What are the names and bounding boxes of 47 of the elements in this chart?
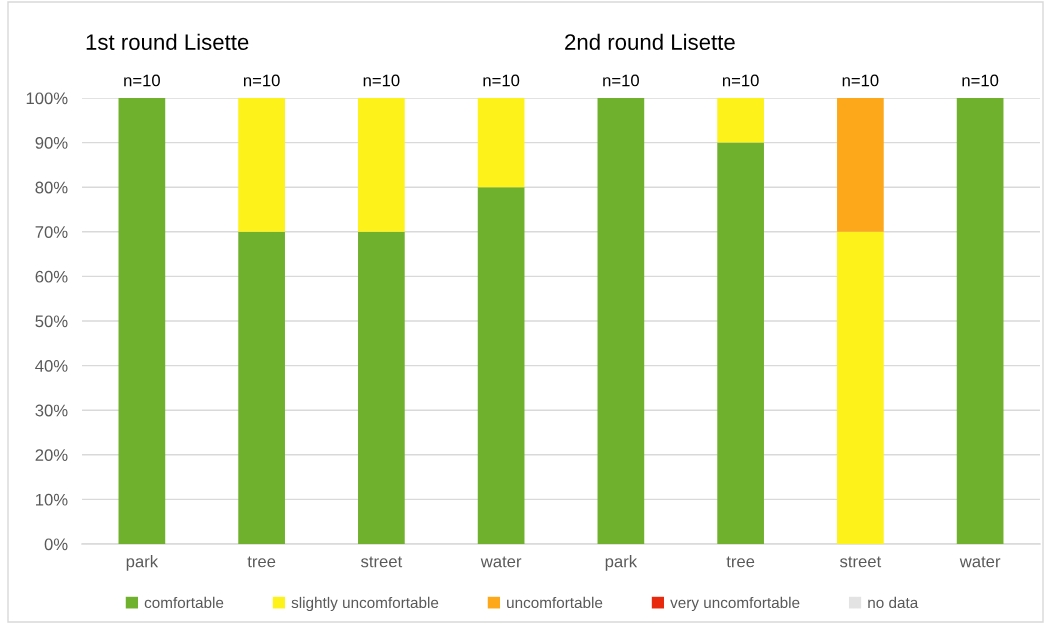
bar bbox=[597, 98, 645, 544]
bar bbox=[358, 98, 405, 232]
text: n=10 bbox=[722, 74, 759, 87]
x-tick-label: water bbox=[480, 556, 522, 568]
y-tick-label: 90% bbox=[35, 137, 68, 149]
y-tick-label: 40% bbox=[35, 360, 68, 372]
bar bbox=[477, 98, 525, 188]
text: n=10 bbox=[363, 74, 400, 87]
legend-label: comfortable bbox=[144, 596, 224, 609]
bar bbox=[238, 231, 285, 544]
y-tick-label: 60% bbox=[35, 270, 68, 283]
x-tick-label: park bbox=[126, 555, 159, 571]
text: n=10 bbox=[603, 74, 639, 87]
x-tick-label: park bbox=[605, 555, 638, 571]
text: n=10 bbox=[124, 74, 160, 87]
text: n=10 bbox=[842, 74, 879, 87]
bar bbox=[956, 98, 1004, 544]
y-tick-label: 80% bbox=[35, 181, 68, 194]
bar bbox=[358, 231, 405, 544]
y-tick-label: 0% bbox=[44, 538, 68, 551]
bar bbox=[837, 98, 884, 232]
text: n=10 bbox=[243, 74, 280, 87]
bar bbox=[717, 98, 764, 143]
x-tick-label: tree bbox=[726, 556, 755, 568]
text: 2nd round Lisette bbox=[565, 33, 735, 50]
text: n=10 bbox=[962, 74, 999, 87]
legend-label: no data bbox=[868, 596, 919, 609]
text: n=10 bbox=[483, 74, 520, 87]
bar bbox=[238, 98, 285, 232]
bar bbox=[477, 187, 525, 544]
y-tick-label: 10% bbox=[36, 493, 68, 506]
y-tick-label: 70% bbox=[35, 226, 68, 238]
bar bbox=[837, 231, 884, 544]
x-tick-label: tree bbox=[247, 556, 276, 568]
legend-label: very uncomfortable bbox=[670, 596, 800, 612]
y-tick-label: 30% bbox=[35, 404, 68, 417]
y-tick-label: 100% bbox=[26, 92, 68, 105]
legend-label: slightly uncomfortable bbox=[291, 596, 439, 612]
bar bbox=[118, 98, 166, 544]
bar bbox=[717, 142, 764, 544]
legend-label: uncomfortable bbox=[507, 596, 603, 609]
y-tick-label: 50% bbox=[35, 315, 68, 328]
x-tick-label: water bbox=[959, 556, 1001, 568]
y-tick-label: 20% bbox=[35, 449, 68, 461]
x-tick-label: street bbox=[361, 556, 403, 568]
text: 1st round Lisette bbox=[86, 33, 249, 50]
x-tick-label: street bbox=[840, 556, 882, 568]
